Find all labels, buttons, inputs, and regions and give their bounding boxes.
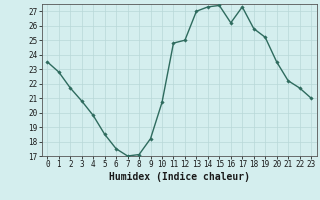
X-axis label: Humidex (Indice chaleur): Humidex (Indice chaleur) bbox=[109, 172, 250, 182]
